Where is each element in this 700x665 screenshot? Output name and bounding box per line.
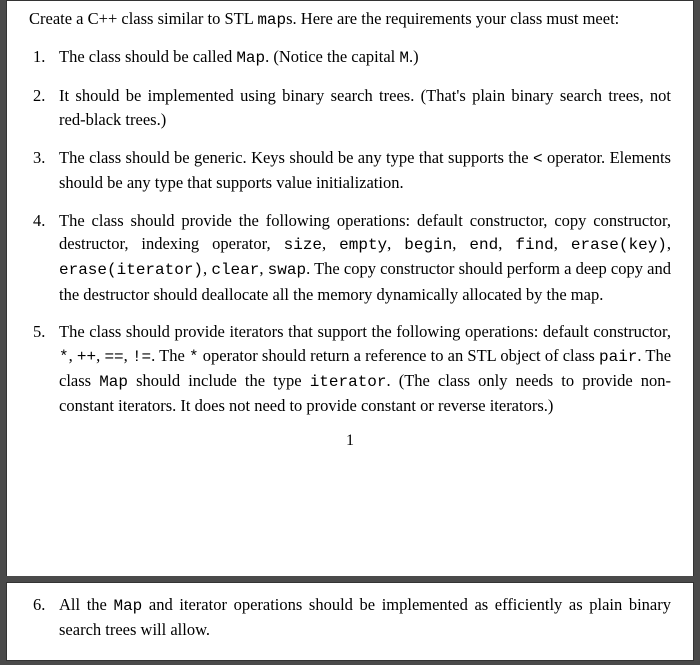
text-span: ,: [259, 259, 267, 278]
code-token: pair: [599, 348, 637, 366]
code-token: ==: [104, 348, 123, 366]
text-span: All the: [59, 595, 113, 614]
code-token: *: [59, 348, 69, 366]
text-span: ,: [452, 234, 469, 253]
requirement-item: The class should be called Map. (Notice …: [59, 45, 671, 70]
code-token: erase(iterator): [59, 261, 203, 279]
requirements-list-continued: All the Map and iterator operations shou…: [29, 593, 671, 642]
text-span: ,: [69, 346, 77, 365]
text-span: and iterator operations should be implem…: [59, 595, 671, 639]
text-span: . The: [151, 346, 189, 365]
page-number: 1: [29, 432, 671, 450]
intro-code: map: [257, 11, 286, 29]
intro-paragraph: Create a C++ class similar to STL maps. …: [29, 7, 671, 31]
code-token: size: [284, 236, 322, 254]
text-span: operator should return a reference to an…: [199, 346, 599, 365]
code-token: Map: [113, 597, 142, 615]
text-span: It should be implemented using binary se…: [59, 86, 671, 129]
code-token: ++: [77, 348, 96, 366]
text-span: The class should be generic. Keys should…: [59, 148, 533, 167]
text-span: ,: [498, 234, 515, 253]
document-sheet-top: Create a C++ class similar to STL maps. …: [6, 0, 694, 576]
requirement-item: The class should provide iterators that …: [59, 320, 671, 418]
requirements-list: The class should be called Map. (Notice …: [29, 45, 671, 417]
code-token: Map: [99, 373, 128, 391]
text-span: The class should provide iterators that …: [59, 322, 671, 341]
requirement-item: The class should provide the following o…: [59, 209, 671, 307]
text-span: ,: [667, 234, 671, 253]
code-token: empty: [339, 236, 387, 254]
code-token: begin: [404, 236, 452, 254]
code-token: M: [399, 49, 409, 67]
intro-text-after: s. Here are the requirements your class …: [286, 9, 619, 28]
page-container: Create a C++ class similar to STL maps. …: [0, 0, 700, 665]
text-span: . (Notice the capital: [265, 47, 399, 66]
requirement-item: The class should be generic. Keys should…: [59, 146, 671, 195]
code-token: !=: [132, 348, 151, 366]
code-token: clear: [211, 261, 259, 279]
text-span: ,: [124, 346, 132, 365]
requirement-item: It should be implemented using binary se…: [59, 84, 671, 132]
text-span: ,: [387, 234, 404, 253]
code-token: find: [515, 236, 553, 254]
code-token: erase(key): [571, 236, 667, 254]
text-span: should include the type: [128, 371, 310, 390]
code-token: *: [189, 348, 199, 366]
code-token: swap: [268, 261, 306, 279]
text-span: The class should be called: [59, 47, 236, 66]
code-token: iterator: [310, 373, 387, 391]
text-span: ,: [322, 234, 339, 253]
code-token: <: [533, 150, 543, 168]
code-token: end: [469, 236, 498, 254]
text-span: .): [409, 47, 419, 66]
code-token: Map: [236, 49, 265, 67]
requirement-item: All the Map and iterator operations shou…: [59, 593, 671, 642]
text-span: ,: [554, 234, 571, 253]
intro-text-before: Create a C++ class similar to STL: [29, 9, 257, 28]
document-sheet-bottom: All the Map and iterator operations shou…: [6, 582, 694, 661]
